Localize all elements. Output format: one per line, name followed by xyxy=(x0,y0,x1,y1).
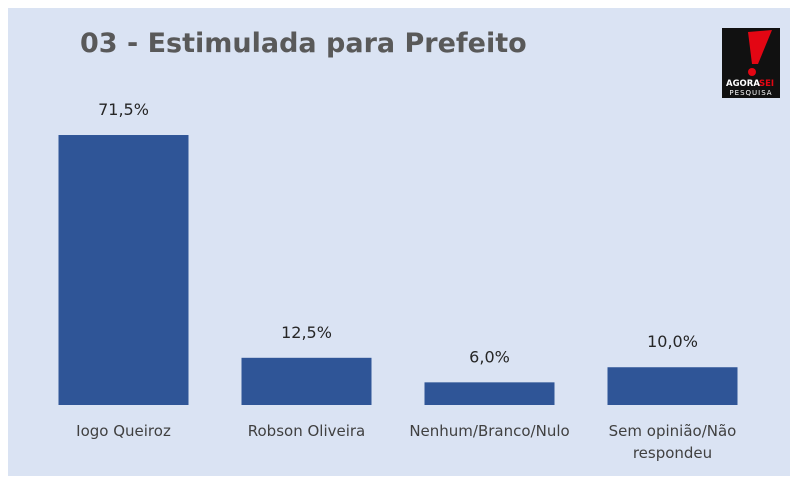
logo-sub: PESQUISA xyxy=(729,89,772,97)
bar xyxy=(241,357,372,405)
logo-accent: SEI xyxy=(759,79,774,89)
bar xyxy=(58,135,189,406)
x-tick-label: Iogo Queiroz xyxy=(76,422,171,440)
chart-title: 03 - Estimulada para Prefeito xyxy=(80,28,527,59)
value-label: 12,5% xyxy=(281,323,332,342)
x-tick-label: Sem opinião/Não respondeu xyxy=(608,422,737,462)
logo-brand: AGORA xyxy=(726,79,760,89)
value-label: 6,0% xyxy=(469,347,510,366)
value-label: 71,5% xyxy=(98,100,149,119)
x-tick-label: Robson Oliveira xyxy=(247,422,366,440)
logo: AGORA SEI PESQUISA xyxy=(722,28,780,98)
logo-mark xyxy=(748,30,772,64)
value-label: 10,0% xyxy=(647,332,698,351)
logo-dot xyxy=(748,68,756,76)
bar xyxy=(607,367,738,405)
x-tick-label: Nenhum/Branco/Nulo xyxy=(409,422,570,440)
bar xyxy=(424,382,555,405)
